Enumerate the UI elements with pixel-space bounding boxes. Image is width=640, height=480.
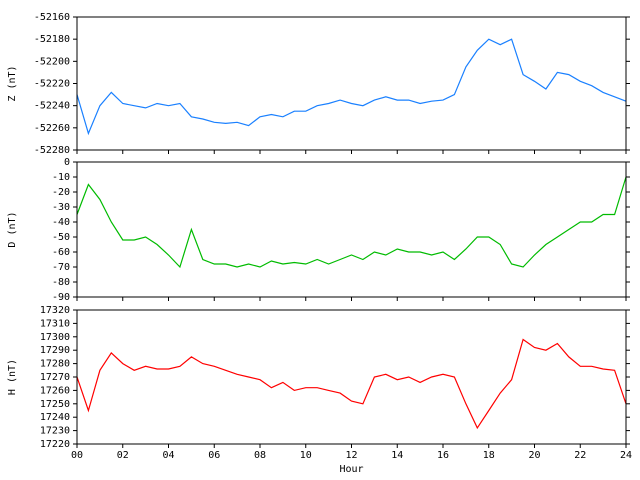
x-tick-label: 04 xyxy=(162,450,174,461)
y-axis-label: Z (nT) xyxy=(7,65,18,101)
y-axis-label: H (nT) xyxy=(7,359,18,395)
y-tick-label: 17260 xyxy=(40,385,70,396)
plot-frame xyxy=(76,16,627,151)
y-tick-label: -52160 xyxy=(34,12,70,23)
y-tick-label: -52180 xyxy=(34,34,70,45)
y-tick-label: -90 xyxy=(52,292,70,303)
y-tick-label: -60 xyxy=(52,247,70,258)
y-tick-label: -10 xyxy=(52,172,70,183)
y-tick-label: 17300 xyxy=(40,332,70,343)
y-tick-label: 17280 xyxy=(40,359,70,370)
y-tick-label: 17240 xyxy=(40,412,70,423)
y-tick-label: -52220 xyxy=(34,79,70,90)
x-axis-label: Hour xyxy=(339,464,363,475)
x-tick-label: 16 xyxy=(437,450,449,461)
y-tick-label: -70 xyxy=(52,262,70,273)
y-tick-label: -52260 xyxy=(34,123,70,134)
x-tick-label: 20 xyxy=(528,450,540,461)
plot-frame xyxy=(76,309,627,445)
y-tick-label: 0 xyxy=(64,157,70,168)
y-tick-label: 17230 xyxy=(40,426,70,437)
y-tick-label: -52240 xyxy=(34,101,70,112)
x-tick-label: 18 xyxy=(483,450,495,461)
y-tick-label: -52280 xyxy=(34,145,70,156)
y-tick-label: -40 xyxy=(52,217,70,228)
x-tick-label: 08 xyxy=(254,450,266,461)
y-tick-label: -52200 xyxy=(34,56,70,67)
x-tick-label: 24 xyxy=(620,450,632,461)
y-tick-label: 17220 xyxy=(40,439,70,450)
data-line xyxy=(76,38,627,136)
y-axis-label: D (nT) xyxy=(7,211,18,247)
y-tick-label: -30 xyxy=(52,202,70,213)
x-tick-label: 14 xyxy=(391,450,403,461)
y-tick-label: -50 xyxy=(52,232,70,243)
y-tick-label: 17250 xyxy=(40,399,70,410)
y-tick-label: -20 xyxy=(52,187,70,198)
x-tick-label: 02 xyxy=(117,450,129,461)
y-tick-label: -80 xyxy=(52,277,70,288)
x-tick-label: 06 xyxy=(208,450,220,461)
data-line xyxy=(76,338,627,430)
x-tick-label: 22 xyxy=(574,450,586,461)
x-tick-label: 00 xyxy=(71,450,83,461)
y-tick-label: 17270 xyxy=(40,372,70,383)
y-tick-label: 17290 xyxy=(40,345,70,356)
x-tick-label: 12 xyxy=(345,450,357,461)
y-tick-label: 17310 xyxy=(40,318,70,329)
data-line xyxy=(76,176,627,269)
x-tick-label: 10 xyxy=(300,450,312,461)
plot-frame xyxy=(76,161,627,298)
y-tick-label: 17320 xyxy=(40,305,70,316)
